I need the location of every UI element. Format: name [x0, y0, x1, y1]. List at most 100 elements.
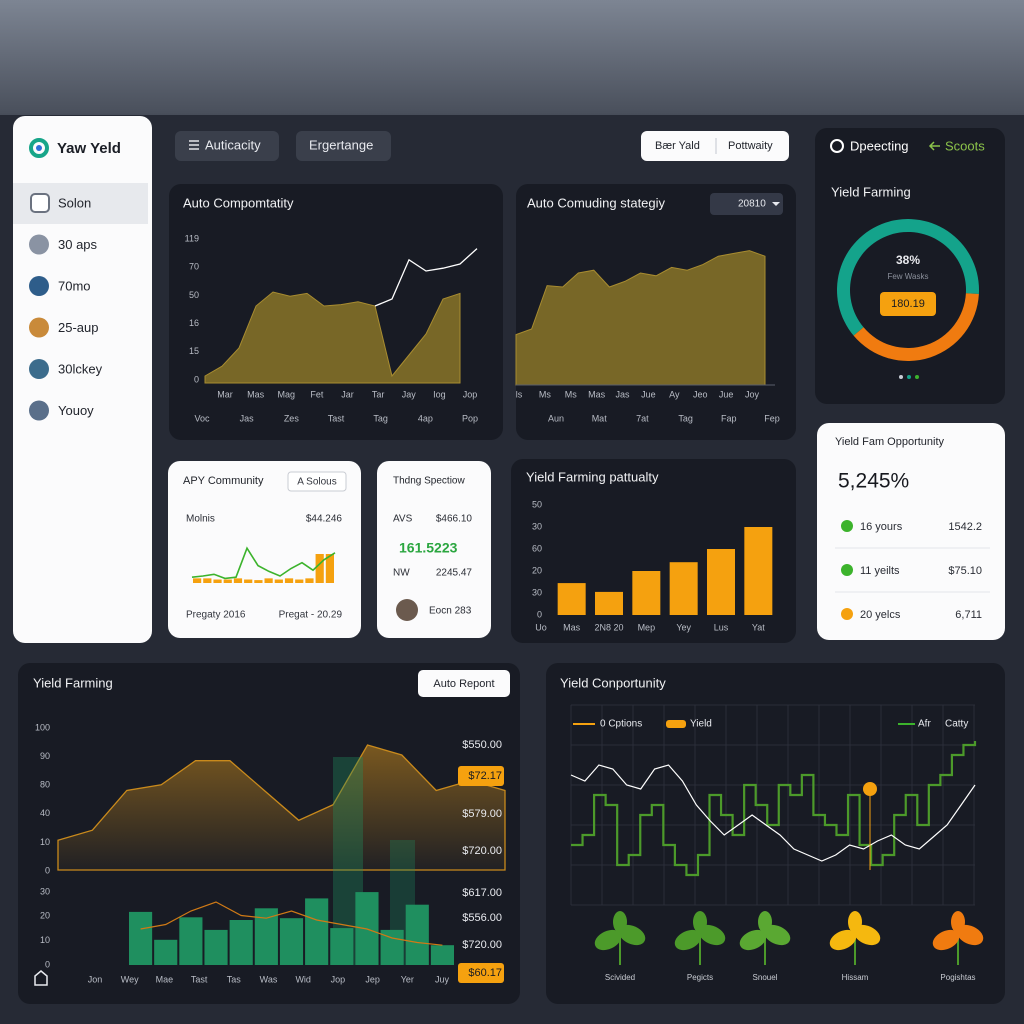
leaf — [853, 924, 881, 946]
plant-label: Snouel — [753, 973, 778, 982]
nav-item[interactable]: 70mo — [58, 278, 91, 293]
x-tick-label: Tag — [373, 413, 388, 423]
marker — [863, 782, 877, 796]
value-label: $556.00 — [462, 912, 502, 924]
badge — [458, 963, 504, 983]
x-tick-label: Jop — [463, 389, 478, 399]
row-value: $75.10 — [948, 565, 982, 577]
step-line — [571, 741, 977, 877]
y-tick-label: 50 — [189, 290, 199, 300]
toggle[interactable] — [641, 131, 789, 161]
row-icon — [841, 564, 853, 576]
chart-panel — [546, 663, 1005, 1004]
badge-value: 180.19 — [891, 298, 925, 310]
button-label: A Solous — [297, 477, 336, 488]
x-tick-label: Mae — [156, 974, 174, 984]
x-tick-label: Iog — [433, 389, 446, 399]
tab-label: Ergertange — [309, 137, 373, 152]
y-tick-label: 10 — [40, 837, 50, 847]
line — [374, 248, 478, 307]
bar — [632, 571, 661, 615]
bar — [279, 918, 304, 965]
toggle-label: Bær Yald — [655, 140, 700, 152]
x-tick-label: Lus — [714, 622, 729, 632]
leaf — [739, 929, 767, 951]
bar — [204, 929, 228, 965]
row-label: NW — [393, 568, 410, 579]
y-tick-label: 0 — [537, 609, 542, 619]
leaf — [693, 911, 707, 933]
x-tick-label: Tast — [191, 974, 208, 984]
donut-value: 38% — [896, 253, 920, 267]
y-tick-label: 20 — [40, 911, 50, 921]
x-tick-label: Fep — [764, 413, 780, 423]
x-tick-label: 7at — [636, 413, 649, 423]
nav-item[interactable]: Youoy — [58, 403, 94, 418]
x-tick-label: Mep — [638, 622, 656, 632]
bar — [430, 945, 454, 965]
row-value: 2245.47 — [436, 568, 473, 579]
pager-dot — [899, 375, 903, 379]
x-tick-label: 2N8 20 — [594, 622, 623, 632]
line — [140, 901, 443, 946]
nav-item[interactable]: 25-aup — [58, 320, 98, 335]
x-tick-label: Jas — [616, 389, 631, 399]
brand-icon — [29, 138, 49, 158]
status-icon — [830, 139, 844, 153]
status-label: Scoots — [945, 138, 985, 153]
x-tick-label: Tar — [372, 389, 385, 399]
leaf — [594, 929, 622, 951]
select-caret — [772, 202, 780, 206]
bar — [744, 527, 773, 615]
x-tick-label: Jeo — [693, 389, 708, 399]
tab[interactable] — [296, 131, 391, 161]
x-tick-label: Mas — [588, 389, 606, 399]
x-tick-label: Was — [260, 974, 278, 984]
value-label: $72.17 — [468, 770, 502, 782]
metric-label: Molnis — [186, 514, 215, 525]
row-label: 20 yelcs — [860, 609, 901, 621]
pager-dot — [907, 375, 911, 379]
spec-card — [377, 461, 491, 638]
nav-item[interactable]: 30 aps — [58, 237, 98, 252]
y-tick-label: 15 — [189, 346, 199, 356]
big-value: 5,245% — [838, 470, 909, 493]
x-tick-label: Mas — [247, 389, 265, 399]
leaf — [956, 924, 984, 946]
y-tick-label: 30 — [40, 886, 50, 896]
value-label: $617.00 — [462, 887, 502, 899]
value-label: $579.00 — [462, 808, 502, 820]
button[interactable] — [418, 670, 510, 697]
row-value: $466.10 — [436, 514, 473, 525]
legend-label: Yield — [690, 719, 712, 730]
y-tick-label: 100 — [35, 722, 50, 732]
nav-item[interactable]: 30lckey — [58, 361, 103, 376]
button[interactable] — [287, 471, 347, 492]
value-label: $720.00 — [462, 939, 502, 951]
x-tick-label: Pop — [462, 413, 478, 423]
nav-item[interactable]: Solon — [58, 195, 91, 210]
bar — [274, 579, 283, 583]
x-tick-label: Wey — [121, 974, 139, 984]
area — [204, 291, 461, 384]
tab[interactable] — [175, 131, 279, 161]
y-tick-label: 50 — [532, 499, 542, 509]
bar — [264, 578, 273, 583]
select[interactable] — [710, 193, 783, 215]
y-tick-label: 90 — [40, 751, 50, 761]
x-tick-label: Jue — [719, 389, 734, 399]
y-tick-label: 16 — [189, 318, 199, 328]
pager-dot — [915, 375, 919, 379]
row-icon — [841, 520, 853, 532]
bar — [213, 579, 222, 583]
bar — [315, 554, 324, 583]
card-title: Thdng Spectiow — [393, 476, 465, 487]
bar — [325, 554, 334, 583]
leaf — [698, 924, 726, 946]
badge — [458, 766, 504, 786]
x-tick-label: 4ap — [418, 413, 433, 423]
x-tick-label: Wid — [295, 974, 311, 984]
line — [191, 546, 336, 580]
x-tick-label: Jar — [341, 389, 354, 399]
x-tick-label: Aun — [548, 413, 564, 423]
